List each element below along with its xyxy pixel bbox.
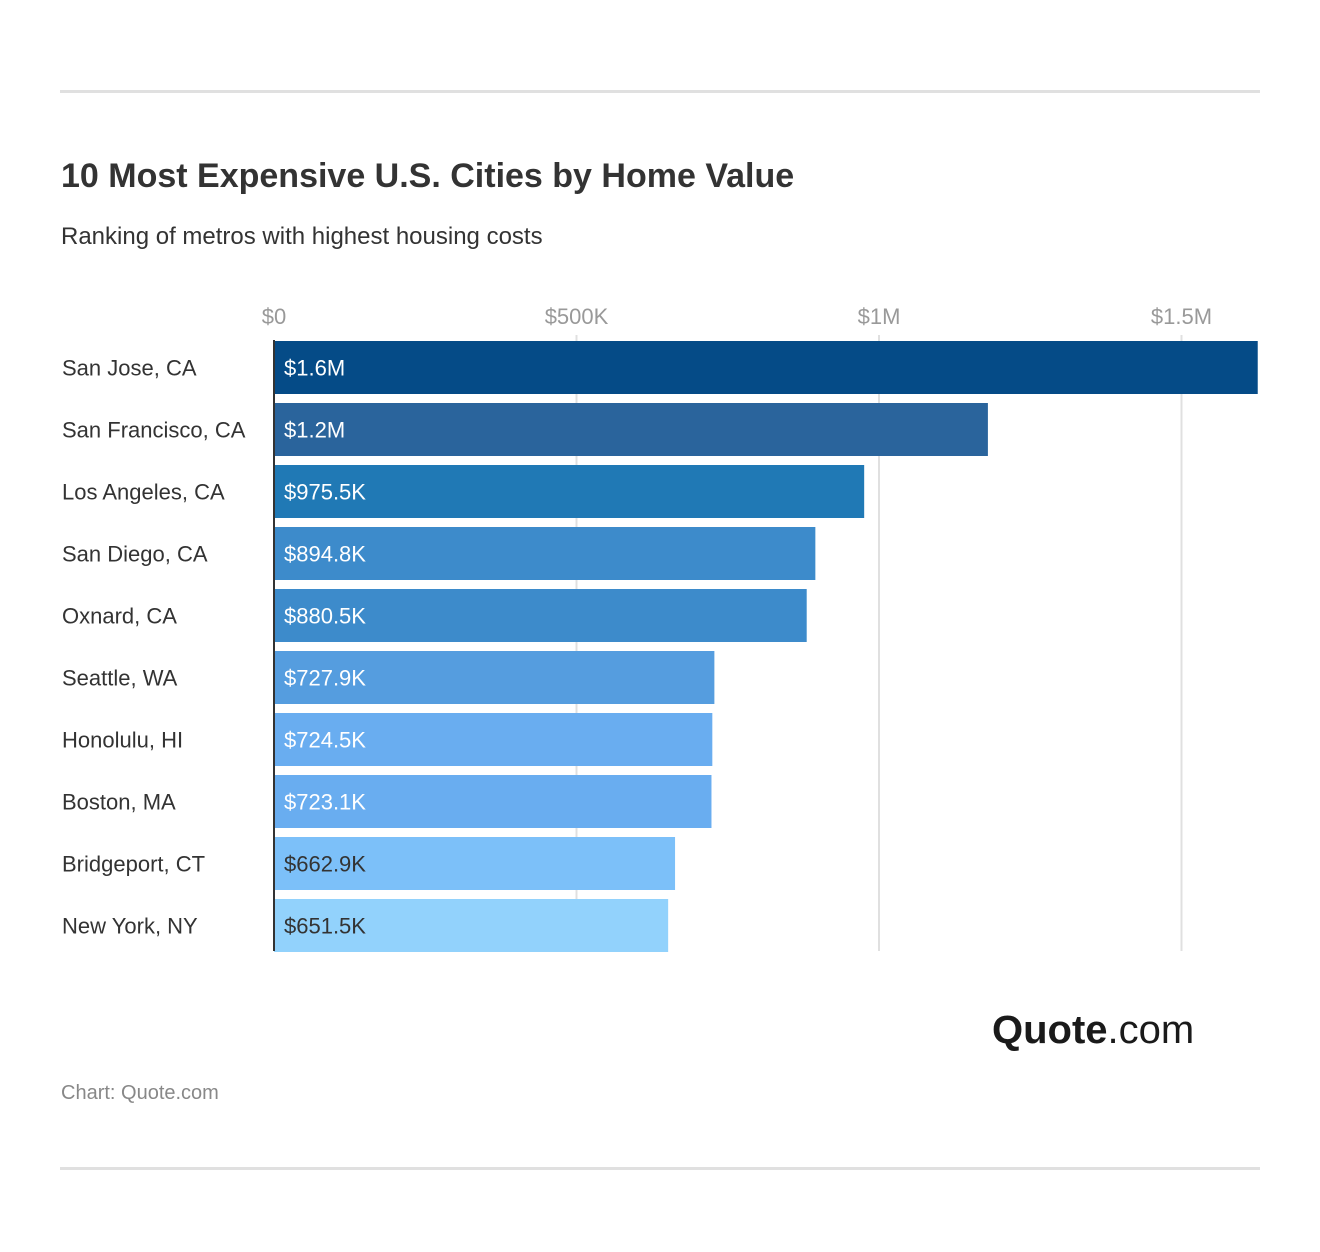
data-label: $1.2M — [284, 418, 345, 443]
x-tick-label: $0 — [262, 304, 286, 329]
category-label: New York, NY — [62, 914, 198, 939]
top-divider — [60, 90, 1260, 93]
quote-logo: Quote.com — [992, 1008, 1194, 1053]
category-label: Seattle, WA — [62, 666, 178, 691]
bar — [274, 775, 712, 828]
bar — [274, 465, 865, 518]
category-label: Boston, MA — [62, 790, 176, 815]
data-label: $880.5K — [284, 604, 366, 629]
x-tick-label: $1M — [858, 304, 901, 329]
bar — [274, 589, 807, 642]
data-label: $894.8K — [284, 542, 366, 567]
bar-chart: $0 $500K $1M $1.5M San Jose, CA $1.6M San Fran… — [62, 304, 1258, 952]
logo-bold: Quote — [992, 1008, 1108, 1052]
data-label: $1.6M — [284, 356, 345, 381]
category-label: Los Angeles, CA — [62, 480, 225, 505]
data-label: $723.1K — [284, 790, 366, 815]
data-label: $662.9K — [284, 852, 366, 877]
data-label: $727.9K — [284, 666, 366, 691]
chart-title: 10 Most Expensive U.S. Cities by Home Va… — [61, 157, 795, 195]
x-tick-label: $1.5M — [1151, 304, 1212, 329]
x-tick-label: $500K — [545, 304, 609, 329]
category-label: Oxnard, CA — [62, 604, 177, 629]
data-label: $651.5K — [284, 914, 366, 939]
bottom-divider — [60, 1167, 1260, 1170]
bar — [274, 403, 988, 456]
chart-subtitle: Ranking of metros with highest housing c… — [61, 223, 543, 250]
bar — [274, 341, 1258, 394]
category-label: San Diego, CA — [62, 542, 208, 567]
bar — [274, 899, 669, 952]
data-label: $975.5K — [284, 480, 366, 505]
data-label: $724.5K — [284, 728, 366, 753]
logo-rest: .com — [1107, 1008, 1195, 1052]
category-label: San Jose, CA — [62, 356, 197, 381]
category-label: Bridgeport, CT — [62, 852, 205, 877]
bar — [274, 651, 715, 704]
category-label: San Francisco, CA — [62, 418, 246, 443]
bar — [274, 837, 676, 890]
chart-source: Chart: Quote.com — [61, 1082, 219, 1104]
category-label: Honolulu, HI — [62, 728, 183, 753]
bar — [274, 527, 816, 580]
bar — [274, 713, 713, 766]
